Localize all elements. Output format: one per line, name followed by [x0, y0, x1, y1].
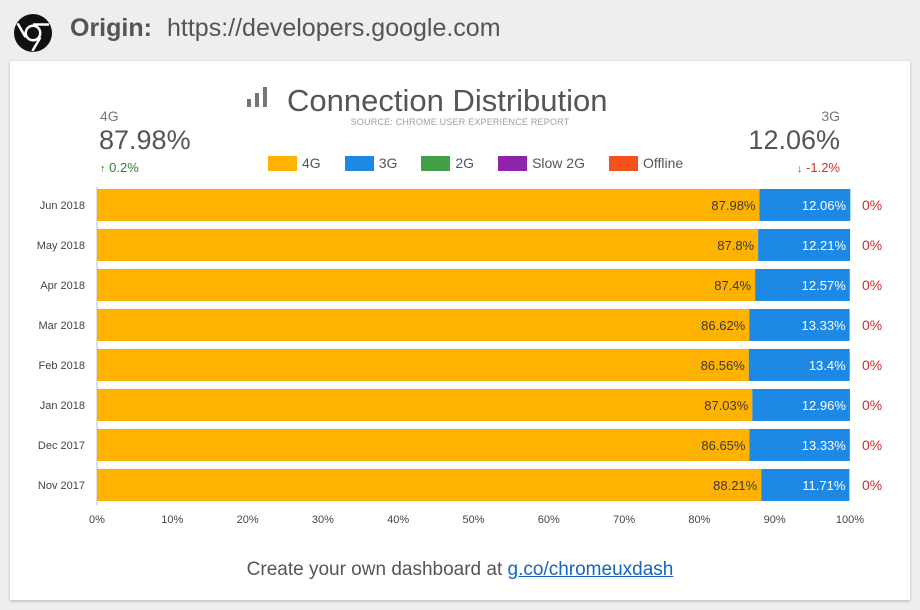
bar-3g: [749, 309, 850, 341]
y-tick-label: Nov 2017: [38, 480, 85, 492]
x-tick-label: 20%: [237, 514, 259, 526]
bar-label-4g: 87.03%: [704, 398, 749, 413]
bar-3g: [749, 429, 850, 461]
origin-label: Origin:: [70, 14, 152, 42]
bar-label-other: 0%: [862, 277, 882, 293]
right-stat-label: 3G: [821, 108, 840, 124]
bar-label-4g: 87.4%: [714, 278, 751, 293]
legend-swatch: [498, 155, 528, 171]
y-tick-label: Jun 2018: [40, 200, 85, 212]
bar-chart-icon: [247, 87, 267, 107]
bar-label-4g: 86.56%: [701, 358, 746, 373]
left-stat-value: 87.98%: [99, 125, 191, 155]
top-bar: Origin: https://developers.google.com: [0, 0, 920, 60]
legend-item-slow-2g: Slow 2G: [498, 155, 585, 171]
arrow-up-icon: ↑: [100, 163, 106, 175]
bar-label-3g: 12.96%: [802, 398, 847, 413]
bar-label-other: 0%: [862, 477, 882, 493]
origin-url: https://developers.google.com: [167, 14, 501, 42]
dashboard-link[interactable]: g.co/chromeuxdash: [507, 559, 674, 580]
chart-legend: 4G 3G 2G Slow 2G Offline: [268, 153, 707, 173]
y-tick-label: Dec 2017: [38, 440, 85, 452]
legend-item-4g: 4G: [268, 155, 321, 171]
right-stat-delta: ↓ -1.2%: [797, 160, 840, 175]
x-tick-label: 30%: [312, 514, 334, 526]
x-tick-label: 50%: [462, 514, 484, 526]
connection-distribution-chart: Jun 2018 87.98% 12.06% 0% May 2018 87.8% 12.21…: [37, 187, 882, 526]
bar-3g: [759, 189, 851, 221]
legend-item-3g: 3G: [344, 155, 398, 171]
x-tick-label: 40%: [387, 514, 409, 526]
x-tick-label: 90%: [764, 514, 786, 526]
legend-swatch: [344, 155, 374, 171]
dashboard-card: Jun 2018 87.98% 12.06% 0% May 2018 87.8% 12.21…: [10, 61, 910, 600]
x-tick-label: 80%: [688, 514, 710, 526]
bar-label-other: 0%: [862, 237, 882, 253]
bar-4g: [97, 309, 750, 341]
bar-3g: [755, 269, 850, 301]
legend-swatch: [421, 155, 451, 171]
right-stat-value: 12.06%: [748, 125, 840, 155]
bar-label-3g: 12.57%: [802, 278, 847, 293]
legend-swatch: [608, 155, 638, 171]
legend-label: 4G: [302, 155, 321, 171]
x-tick-label: 0%: [89, 514, 105, 526]
legend-label: 2G: [455, 155, 475, 171]
bar-3g: [748, 349, 850, 381]
bar-4g: [97, 229, 759, 261]
legend-swatch: [268, 155, 297, 171]
bar-label-4g: 87.98%: [711, 198, 756, 213]
bar-label-3g: 12.06%: [802, 198, 847, 213]
bar-label-4g: 86.65%: [701, 438, 746, 453]
left-stat-delta-value: 0.2%: [109, 160, 139, 175]
x-tick-label: 100%: [836, 514, 864, 526]
legend-item-2g: 2G: [421, 155, 474, 171]
bar-label-4g: 86.62%: [701, 318, 746, 333]
bar-4g: [97, 469, 762, 501]
bar-4g: [97, 429, 750, 461]
bar-3g: [761, 469, 850, 501]
right-stat-delta-value: -1.2%: [806, 160, 840, 175]
y-tick-label: Feb 2018: [39, 360, 85, 372]
footer-prefix: Create your own dashboard at: [246, 559, 508, 580]
left-stat-label: 4G: [100, 108, 119, 124]
bar-label-3g: 13.33%: [802, 438, 847, 453]
y-tick-label: Mar 2018: [39, 320, 85, 332]
bar-3g: [752, 389, 850, 421]
bar-4g: [97, 349, 749, 381]
bar-label-other: 0%: [862, 317, 882, 333]
bar-4g: [97, 189, 760, 221]
left-stat-delta: ↑ 0.2%: [100, 160, 139, 175]
legend-item-offline: Offline: [608, 155, 684, 171]
legend-label: 3G: [378, 155, 398, 171]
legend-label: Slow 2G: [532, 155, 585, 171]
chart-source: SOURCE: CHROME USER EXPERIENCE REPORT: [350, 117, 570, 127]
y-tick-label: Apr 2018: [40, 280, 85, 292]
arrow-down-icon: ↓: [796, 163, 803, 175]
y-tick-label: May 2018: [37, 240, 85, 252]
x-tick-label: 70%: [613, 514, 635, 526]
bar-label-other: 0%: [862, 357, 882, 373]
bar-4g: [97, 269, 756, 301]
bar-label-4g: 88.21%: [713, 478, 758, 493]
bar-label-other: 0%: [862, 197, 882, 213]
bar-label-3g: 12.21%: [802, 238, 847, 253]
y-tick-label: Jan 2018: [40, 400, 85, 412]
footer-text: Create your own dashboard at g.co/chrome…: [10, 559, 910, 581]
bar-4g: [97, 389, 753, 421]
bar-label-3g: 13.4%: [809, 358, 846, 373]
bar-label-4g: 87.8%: [717, 238, 754, 253]
legend-label: Offline: [642, 155, 684, 171]
chart-title: Connection Distribution: [287, 83, 608, 118]
bar-label-other: 0%: [862, 397, 882, 413]
chrome-logo-icon: [14, 14, 52, 52]
bar-label-3g: 13.33%: [802, 318, 847, 333]
x-tick-label: 10%: [161, 514, 183, 526]
bar-label-3g: 11.71%: [802, 478, 846, 493]
bar-label-other: 0%: [862, 437, 882, 453]
x-tick-label: 60%: [538, 514, 560, 526]
bar-3g: [758, 229, 851, 261]
